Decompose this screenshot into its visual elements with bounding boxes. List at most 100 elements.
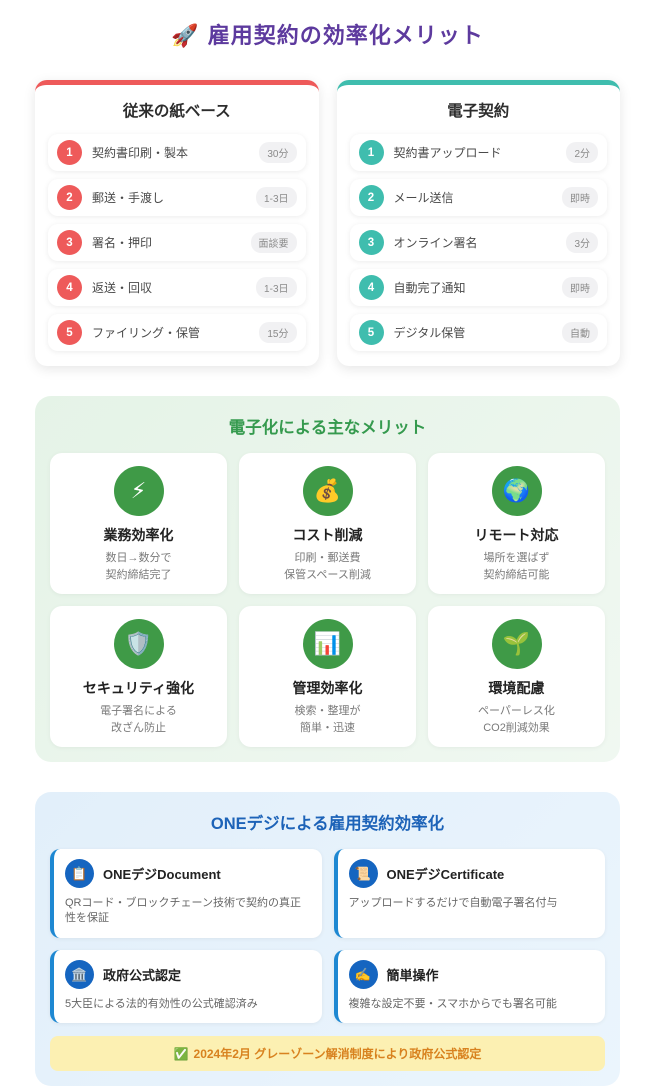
benefit-desc-line2: 契約締結完了: [105, 568, 172, 581]
benefit-desc-line1: 検索・整理が: [294, 705, 361, 717]
duration-badge: 面談要: [250, 232, 297, 253]
benefit-card-environment: 🌱 環境配慮 ペーパーレス化 CO2削減効果: [428, 606, 605, 747]
feature-header: 📋 ONEデジDocument: [65, 859, 311, 888]
money-bag-icon: 💰: [302, 466, 353, 516]
feature-card-government: 🏛️ 政府公式認定 5大臣による法的有効性の公式確認済み: [50, 949, 322, 1024]
benefit-card-cost: 💰 コスト削減 印刷・郵送費 保管スペース削減: [239, 453, 416, 594]
paper-step-4: 4 返送・回収 1-3日: [48, 269, 306, 306]
step-label: 自動完了通知: [393, 281, 466, 295]
duration-badge: 1-3日: [256, 277, 297, 298]
onedigi-feature-grid: 📋 ONEデジDocument QRコード・ブロックチェーン技術で契約の真正性を…: [50, 849, 605, 1024]
page-title: 🚀 雇用契約の効率化メリット: [35, 18, 620, 50]
benefit-description: 数日→数分で 契約締結完了: [56, 550, 221, 583]
duration-badge: 1-3日: [256, 187, 297, 208]
feature-card-certificate: 📜 ONEデジCertificate アップロードするだけで自動電子署名付与: [333, 849, 605, 938]
benefit-desc-line2: 保管スペース削減: [284, 568, 371, 581]
paper-step-3: 3 署名・押印 面談要: [48, 224, 306, 261]
check-icon: ✅: [173, 1047, 189, 1062]
digital-process-card: 電子契約 1 契約書アップロード 2分 2 メール送信 即時 3 オンライン署名…: [336, 80, 620, 366]
benefit-card-efficiency: ⚡ 業務効率化 数日→数分で 契約締結完了: [50, 453, 227, 594]
benefits-section: 電子化による主なメリット ⚡ 業務効率化 数日→数分で 契約締結完了 💰 コスト…: [35, 396, 620, 762]
feature-header: 📜 ONEデジCertificate: [348, 859, 595, 888]
benefit-desc-line2: 改ざん防止: [111, 721, 166, 734]
digital-step-2: 2 メール送信 即時: [349, 179, 607, 216]
seedling-icon: 🌱: [491, 619, 542, 669]
digital-step-5: 5 デジタル保管 自動: [349, 314, 607, 351]
step-label: 返送・回収: [92, 281, 153, 295]
benefit-title: コスト削減: [292, 527, 363, 543]
step-label: 契約書印刷・製本: [92, 146, 189, 160]
globe-icon: 🌍: [491, 466, 542, 516]
feature-card-easy-operation: ✍️ 簡単操作 複雑な設定不要・スマホからでも署名可能: [333, 949, 605, 1024]
benefit-desc-line2: CO2削減効果: [483, 721, 550, 734]
benefit-title: セキュリティ強化: [82, 680, 195, 696]
digital-step-1: 1 契約書アップロード 2分: [349, 134, 607, 171]
step-number-badge: 5: [57, 320, 82, 345]
clipboard-icon: 📋: [65, 859, 94, 888]
feature-title: ONEデジCertificate: [386, 867, 505, 882]
benefit-card-remote: 🌍 リモート対応 場所を選ばず 契約締結可能: [428, 453, 605, 594]
step-label: 署名・押印: [92, 236, 153, 250]
certification-banner-text: 2024年2月 グレーゾーン解消制度により政府公式認定: [193, 1047, 482, 1062]
benefit-desc-line1: 電子署名による: [100, 705, 177, 717]
step-number-badge: 3: [57, 230, 82, 255]
benefit-desc-line1: 印刷・郵送費: [294, 552, 361, 564]
feature-description: 複雑な設定不要・スマホからでも署名可能: [348, 997, 557, 1010]
step-label: デジタル保管: [393, 326, 466, 340]
onedigi-section-title: ONEデジによる雇用契約効率化: [210, 815, 445, 833]
step-label: 契約書アップロード: [393, 146, 502, 160]
shield-icon: 🛡️: [113, 619, 164, 669]
benefit-description: ペーパーレス化 CO2削減効果: [434, 703, 599, 736]
digital-step-3: 3 オンライン署名 3分: [349, 224, 607, 261]
step-number-badge: 1: [358, 140, 384, 165]
step-number-badge: 3: [358, 230, 384, 255]
benefit-description: 場所を選ばず 契約締結可能: [434, 550, 599, 583]
step-number-badge: 2: [358, 185, 384, 210]
feature-title: 政府公式認定: [103, 967, 182, 983]
feature-title: ONEデジDocument: [103, 867, 221, 882]
feature-description: アップロードするだけで自動電子署名付与: [348, 897, 558, 909]
step-label: ファイリング・保管: [92, 326, 201, 340]
benefit-title: 業務効率化: [103, 527, 174, 543]
step-label: 郵送・手渡し: [92, 191, 165, 205]
benefit-card-management: 📊 管理効率化 検索・整理が 簡単・迅速: [239, 606, 416, 747]
benefits-section-title: 電子化による主なメリット: [228, 419, 427, 437]
paper-step-5: 5 ファイリング・保管 15分: [48, 314, 306, 351]
duration-badge: 即時: [562, 187, 598, 208]
certification-banner: ✅ 2024年2月 グレーゾーン解消制度により政府公式認定: [50, 1036, 605, 1072]
comparison-section: 従来の紙ベース 1 契約書印刷・製本 30分 2 郵送・手渡し 1-3日 3 署…: [35, 80, 620, 366]
benefit-desc-line2: 簡単・迅速: [300, 721, 355, 734]
rocket-icon: 🚀: [171, 23, 200, 48]
duration-badge: 30分: [259, 142, 297, 163]
benefits-grid: ⚡ 業務効率化 数日→数分で 契約締結完了 💰 コスト削減 印刷・郵送費 保管ス…: [50, 453, 605, 747]
feature-description: QRコード・ブロックチェーン技術で契約の真正性を保証: [65, 897, 301, 925]
benefit-card-security: 🛡️ セキュリティ強化 電子署名による 改ざん防止: [50, 606, 227, 747]
paper-step-2: 2 郵送・手渡し 1-3日: [48, 179, 306, 216]
feature-description: 5大臣による法的有効性の公式確認済み: [65, 997, 258, 1010]
digital-step-4: 4 自動完了通知 即時: [349, 269, 607, 306]
benefit-desc-line2: 契約締結可能: [483, 568, 550, 581]
duration-badge: 3分: [566, 232, 598, 253]
step-label: オンライン署名: [393, 236, 478, 250]
benefit-description: 印刷・郵送費 保管スペース削減: [245, 550, 410, 583]
onedigi-section: ONEデジによる雇用契約効率化 📋 ONEデジDocument QRコード・ブロ…: [35, 792, 620, 1086]
duration-badge: 即時: [562, 277, 598, 298]
benefit-desc-line1: 数日→数分で: [105, 552, 172, 564]
benefit-description: 電子署名による 改ざん防止: [56, 703, 221, 736]
signing-hand-icon: ✍️: [348, 959, 378, 989]
benefit-description: 検索・整理が 簡単・迅速: [245, 703, 410, 736]
benefit-title: 環境配慮: [488, 680, 545, 696]
step-number-badge: 1: [57, 140, 82, 165]
step-number-badge: 5: [358, 320, 384, 345]
certificate-icon: 📜: [348, 859, 378, 888]
duration-badge: 2分: [566, 142, 598, 163]
bar-chart-icon: 📊: [302, 619, 353, 669]
page-title-text: 雇用契約の効率化メリット: [207, 23, 484, 48]
step-number-badge: 4: [358, 275, 384, 300]
government-building-icon: 🏛️: [65, 959, 94, 989]
feature-title: 簡単操作: [386, 967, 439, 983]
lightning-icon: ⚡: [113, 466, 164, 516]
feature-header: 🏛️ 政府公式認定: [65, 959, 311, 989]
step-number-badge: 2: [57, 185, 82, 210]
